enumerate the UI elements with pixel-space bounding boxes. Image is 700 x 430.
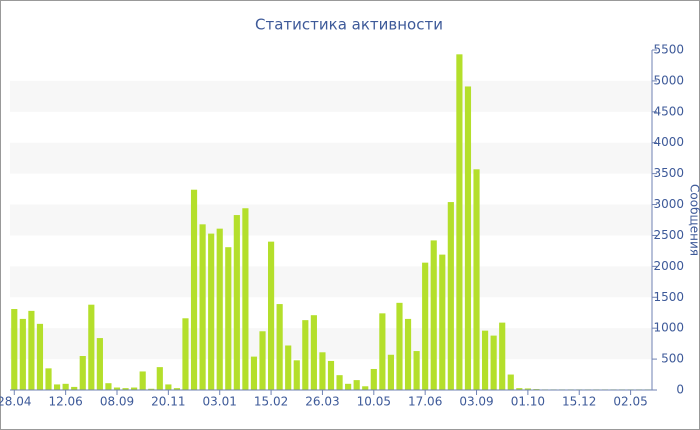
x-tick-label: 20.11: [151, 395, 185, 409]
x-tick-label: 17.06: [408, 395, 442, 409]
y-tick-label: 2000: [653, 259, 684, 273]
bar: [19, 318, 26, 390]
bar: [293, 360, 300, 390]
bar: [199, 224, 206, 390]
bar: [131, 387, 138, 390]
bar: [71, 386, 78, 390]
y-tick-label: 5500: [653, 43, 684, 57]
bar: [507, 374, 514, 390]
bar: [113, 387, 121, 390]
x-tick-label: 03.09: [459, 395, 493, 409]
bar: [353, 380, 360, 390]
bar: [396, 302, 403, 390]
bar: [516, 388, 523, 390]
bar: [464, 86, 472, 391]
bar: [327, 360, 335, 390]
bar: [499, 322, 506, 390]
bar: [208, 233, 215, 390]
bar: [88, 304, 95, 390]
x-tick-label: 03.01: [203, 395, 237, 409]
bar: [165, 384, 172, 390]
bar: [310, 315, 317, 390]
grid-band: [10, 266, 652, 298]
bar: [404, 318, 412, 390]
bar: [447, 202, 454, 390]
y-tick-label: 5000: [653, 73, 684, 87]
y-tick-label: 2500: [653, 228, 684, 242]
bar: [79, 356, 86, 390]
x-tick-label: 12.06: [48, 395, 82, 409]
y-tick-label: 3500: [653, 166, 684, 180]
x-tick-label: 10.05: [357, 395, 391, 409]
grid-band: [10, 204, 652, 236]
bar: [524, 388, 531, 390]
bar: [156, 367, 163, 390]
chart-title: Статистика активности: [255, 16, 443, 34]
x-tick-label: 08.09: [100, 395, 134, 409]
grid-band: [10, 142, 652, 174]
bar: [36, 323, 44, 390]
x-tick-label: 01.10: [511, 395, 545, 409]
x-tick-label: 28.04: [0, 395, 31, 409]
grid-band: [10, 328, 652, 360]
bar: [173, 388, 181, 390]
y-tick-label: 3000: [653, 197, 684, 211]
bar: [62, 383, 69, 390]
bar: [345, 383, 352, 390]
y-axis-label: Сообщения: [688, 184, 700, 256]
y-tick-label: 4500: [653, 104, 684, 118]
bar: [336, 375, 343, 390]
bar: [242, 208, 249, 390]
bar: [267, 241, 275, 390]
bar: [216, 228, 223, 390]
bar: [250, 356, 258, 390]
y-tick-label: 1500: [653, 290, 684, 304]
x-tick-label: 02.05: [613, 395, 647, 409]
bar: [370, 368, 377, 390]
bar: [96, 338, 103, 390]
bar: [490, 335, 497, 390]
y-tick-label: 4000: [653, 135, 684, 149]
bar: [481, 330, 489, 390]
bar: [122, 388, 129, 390]
x-tick-label: 26.03: [305, 395, 339, 409]
bar: [45, 368, 52, 390]
bar: [53, 384, 61, 390]
bar: [473, 169, 480, 390]
bar: [225, 247, 232, 390]
bar: [148, 388, 155, 390]
bar: [302, 320, 309, 390]
y-tick-label: 1000: [653, 321, 684, 335]
x-tick-label: 15.02: [254, 395, 288, 409]
bar: [28, 310, 35, 390]
bar: [456, 54, 463, 391]
bar: [413, 351, 420, 390]
y-tick-label: 500: [661, 352, 684, 366]
bar: [276, 304, 283, 390]
bar: [11, 309, 18, 390]
x-tick-label: 15.12: [562, 395, 596, 409]
bar: [233, 215, 240, 390]
bar: [439, 254, 446, 390]
bar: [379, 313, 386, 390]
bar: [139, 371, 146, 390]
bar: [430, 240, 437, 390]
bar: [259, 331, 266, 390]
bar: [190, 189, 198, 390]
bar: [105, 383, 112, 390]
bar: [422, 262, 429, 390]
bar: [319, 352, 326, 390]
y-tick-label: 0: [676, 383, 684, 397]
bar: [387, 354, 395, 390]
bar: [285, 345, 292, 390]
bar: [182, 318, 189, 390]
bar: [362, 386, 369, 390]
grid-band: [10, 80, 652, 112]
